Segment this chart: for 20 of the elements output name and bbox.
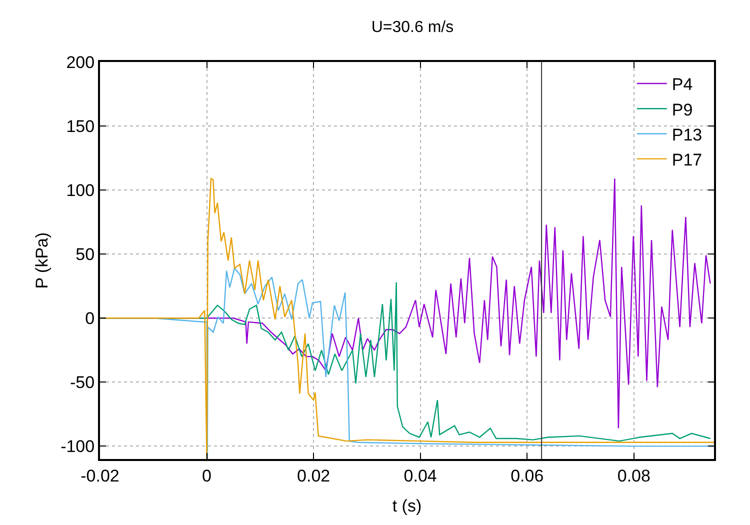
x-axis-title: t (s) (392, 496, 422, 516)
legend-label: P13 (672, 125, 702, 144)
legend-label: P17 (672, 150, 702, 170)
x-tick-label: 0 (202, 466, 212, 486)
y-tick-label: 0 (85, 309, 95, 328)
y-tick-label: -50 (70, 373, 95, 392)
y-tick-label: 100 (66, 181, 95, 200)
y-axis-title: P (kPa) (32, 232, 52, 289)
x-tick-label: 0.08 (617, 466, 650, 486)
legend-label: P9 (672, 100, 693, 120)
x-tick-label: 0.02 (297, 466, 330, 486)
y-tick-label: 50 (76, 245, 95, 264)
chart-title: U=30.6 m/s (371, 18, 454, 36)
y-tick-label: 150 (66, 116, 95, 136)
y-tick-label: -100 (60, 437, 95, 456)
x-tick-label: -0.02 (80, 466, 120, 486)
x-tick-label: 0.04 (404, 466, 437, 486)
x-tick-label: 0.06 (510, 466, 544, 486)
y-tick-label: 200 (66, 52, 95, 72)
legend-label: P4 (672, 75, 693, 94)
